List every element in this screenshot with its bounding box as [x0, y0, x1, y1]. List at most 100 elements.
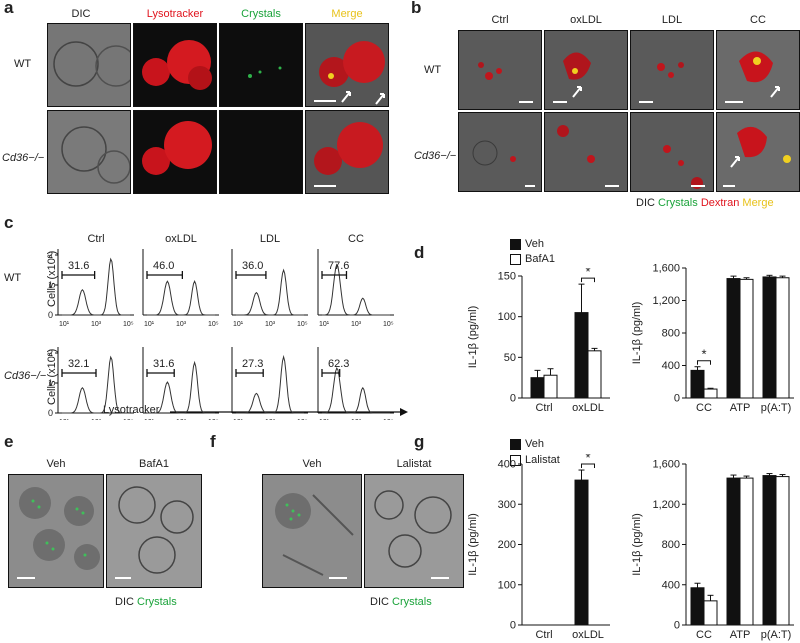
c-xtick-label: 10³ — [351, 419, 362, 420]
panel-label-b: b — [411, 0, 422, 17]
c-histogram-1-0: 0 1 2 10¹ 10³ 10⁵ 32.1 — [48, 347, 134, 420]
c-histogram-curve — [147, 360, 215, 414]
c-xtick-label: 10¹ — [233, 321, 244, 328]
chart-category-label: ATP — [730, 629, 751, 641]
c-xtick-label: 10¹ — [319, 419, 330, 420]
b-image-cd36-cc — [716, 112, 800, 192]
chart-ytick-label: 150 — [498, 271, 516, 283]
significance-bracket — [581, 463, 595, 469]
chart-ytick-label: 1,600 — [652, 459, 680, 471]
chart-ytick-label: 0 — [674, 393, 680, 405]
c-gate-value: 27.3 — [242, 358, 263, 370]
g-legend-swatch-lalistat — [510, 455, 521, 466]
c-gate-value: 62.3 — [328, 358, 349, 370]
b-image-cd36-ctrl — [458, 112, 542, 192]
bar-lalistat-cc — [703, 600, 718, 626]
c-histogram-curve — [62, 257, 130, 316]
bar-lalistat-p(a:t) — [775, 476, 790, 626]
panel-label-e: e — [4, 432, 14, 451]
chart-category-label: oxLDL — [572, 629, 604, 641]
c-xtick-label: 10³ — [176, 419, 187, 420]
c-header-oxldl: oxLDL — [165, 233, 197, 245]
c-xtick-label: 10³ — [91, 321, 102, 328]
bar-veh-p(a:t) — [762, 276, 777, 399]
c-histogram-1-2: 10¹ 10³ 10⁵ 27.3 — [231, 347, 308, 420]
c-histogram-0-3: 10¹ 10³ 10⁵ 77.6 — [317, 249, 394, 328]
c-histogram-curve — [147, 280, 215, 316]
c-gate-value: 32.1 — [68, 358, 89, 370]
chart-ytick-label: 200 — [498, 539, 516, 551]
chart-ytick-label: 800 — [662, 539, 680, 551]
chart-ytick-label: 0 — [510, 393, 516, 405]
e-legend-crystals: Crystals — [137, 596, 177, 608]
c-xlabel-arrow — [170, 408, 408, 416]
f-header-veh: Veh — [302, 458, 322, 470]
c-histogram-0-2: 10¹ 10³ 10⁵ 36.0 — [231, 249, 308, 328]
f-header-lalistat: Lalistat — [396, 458, 432, 470]
b-image-wt-oxldl — [544, 30, 628, 110]
e-header-veh: Veh — [46, 458, 66, 470]
b-legend-dextran: Dextran — [700, 197, 740, 209]
b-header-oxldl: oxLDL — [570, 14, 602, 26]
e-legend-dic: DIC — [115, 596, 134, 608]
bar-veh-oxldl — [574, 312, 589, 399]
c-xtick-label: 10⁵ — [208, 321, 219, 328]
panel-label-f: f — [210, 432, 216, 451]
c-gate-value: 77.6 — [328, 260, 349, 272]
f-legend: DIC Crystals — [370, 596, 432, 608]
c-histogram-1-1: 10¹ 10³ 10⁵ 31.6 — [142, 347, 219, 420]
chart-category-label: oxLDL — [572, 402, 604, 414]
chart-ytick-label: 0 — [674, 620, 680, 632]
a-header-lysotracker: Lysotracker — [146, 8, 204, 20]
chart-ytick-label: 800 — [662, 328, 680, 340]
c-xtick-label: 10³ — [265, 321, 276, 328]
panel-label-d: d — [414, 243, 425, 262]
c-ytick-label: 0 — [48, 408, 53, 418]
g-legend-lalistat: Lalistat — [525, 454, 560, 466]
c-header-ctrl: Ctrl — [87, 233, 105, 245]
c-ytick-label: 0 — [48, 310, 53, 320]
c-xtick-label: 10¹ — [144, 419, 155, 420]
c-row-label-cd36: Cd36−/− — [4, 370, 47, 382]
c-header-ldl: LDL — [259, 233, 281, 245]
a-header-crystals: Crystals — [241, 8, 281, 20]
f-image-veh — [262, 474, 362, 588]
b-legend-merge: Merge — [742, 197, 774, 209]
chart-ylabel: IL-1β (pg/ml) — [467, 513, 479, 576]
a-row-label-cd36: Cd36−/− — [2, 152, 45, 164]
b-header-ldl: LDL — [661, 14, 683, 26]
c-xtick-label: 10³ — [351, 321, 362, 328]
chart-ytick-label: 300 — [498, 499, 516, 511]
c-xtick-label: 10¹ — [319, 321, 330, 328]
chart-ytick-label: 100 — [498, 579, 516, 591]
c-xtick-label: 10¹ — [59, 419, 70, 420]
e-legend: DIC Crystals — [115, 596, 177, 608]
chart-category-label: ATP — [730, 402, 751, 414]
bar-veh-atp — [726, 278, 741, 399]
chart-d-left: 0 50 100 150 IL-1β (pg/ml) Ctrl oxLDL * — [467, 268, 610, 414]
c-histogram-curve — [322, 367, 390, 414]
c-gate-value: 31.6 — [68, 260, 89, 272]
chart-g-left: 0 100 200 300 400 IL-1β (pg/ml) Ctrl oxLDL * — [467, 454, 610, 641]
c-histogram-1-3: 10¹ 10³ 10⁵ 62.3 — [317, 347, 394, 420]
bar-bafa1-ctrl — [543, 374, 558, 399]
c-gate-value: 31.6 — [153, 358, 174, 370]
c-gate-value: 36.0 — [242, 260, 263, 272]
bar-veh-atp — [726, 477, 741, 626]
a-image-cd36-merge — [305, 110, 389, 194]
c-xtick-label: 10⁵ — [383, 419, 394, 420]
c-xtick-label: 10⁵ — [383, 321, 394, 328]
chart-category-label: CC — [696, 402, 712, 414]
c-header-cc: CC — [348, 233, 364, 245]
c-histogram-0-0: 0 1 2 10¹ 10³ 10⁵ 31.6 — [48, 249, 134, 328]
a-image-wt-merge — [305, 23, 389, 107]
c-xtick-label: 10⁵ — [297, 419, 308, 420]
chart-ytick-label: 1,200 — [652, 499, 680, 511]
c-gate-value: 46.0 — [153, 260, 174, 272]
c-xtick-label: 10¹ — [59, 321, 70, 328]
g-legend-swatch-veh — [510, 439, 521, 450]
a-header-dic: DIC — [71, 8, 91, 20]
chart-ylabel: IL-1β (pg/ml) — [631, 513, 643, 576]
b-header-cc: CC — [750, 14, 766, 26]
c-xtick-label: 10³ — [265, 419, 276, 420]
